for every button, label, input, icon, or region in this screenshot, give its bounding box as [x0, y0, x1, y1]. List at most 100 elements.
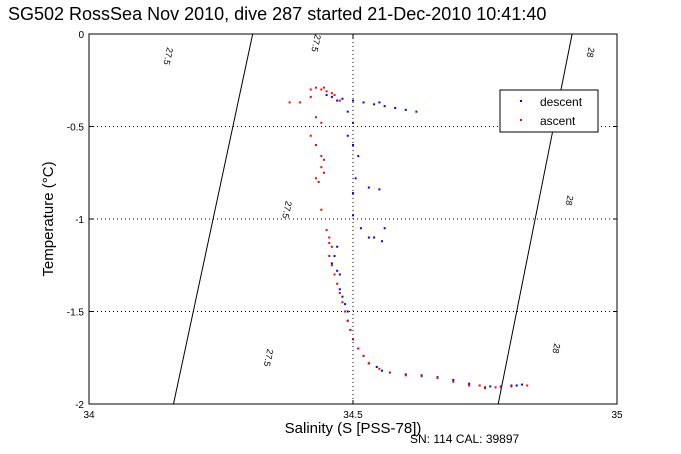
data-point-ascent — [320, 166, 323, 169]
data-point-descent — [346, 110, 349, 113]
data-point-ascent — [452, 380, 455, 383]
data-point-ascent — [315, 116, 318, 119]
data-point-descent — [336, 99, 339, 102]
y-axis-label: Temperature (°C) — [40, 161, 57, 276]
legend-box — [499, 89, 599, 133]
points-layer — [288, 86, 529, 390]
data-point-ascent — [320, 208, 323, 211]
data-point-descent — [383, 105, 386, 108]
data-point-ascent — [288, 101, 291, 104]
data-point-ascent — [309, 95, 312, 98]
data-point-descent — [336, 245, 339, 248]
isopycnal-label-bg — [563, 191, 576, 210]
data-point-ascent — [309, 88, 312, 91]
data-point-descent — [367, 186, 370, 189]
data-point-descent — [520, 383, 523, 386]
legend-label-ascent: ascent — [540, 114, 576, 128]
data-point-ascent — [510, 385, 513, 388]
data-point-descent — [373, 103, 376, 106]
data-point-ascent — [330, 264, 333, 267]
isopycnal-label: 28 — [585, 47, 597, 59]
chart-title: SG502 RossSea Nov 2010, dive 287 started… — [8, 4, 546, 24]
data-point-descent — [338, 288, 341, 291]
data-point-ascent — [336, 282, 339, 285]
data-point-ascent — [526, 384, 529, 387]
isopycnal-label: 27.5 — [262, 348, 275, 367]
data-point-ascent — [320, 155, 323, 158]
data-point-ascent — [352, 338, 354, 341]
data-point-ascent — [468, 384, 471, 387]
y-tick-label: -1.5 — [67, 308, 85, 319]
x-tick-label: 35 — [611, 410, 623, 421]
x-tick-label: 34 — [83, 410, 95, 421]
data-point-descent — [415, 110, 418, 113]
isopycnal-label-bg — [309, 34, 323, 53]
data-point-descent — [367, 236, 370, 239]
isopycnal-line — [172, 33, 254, 405]
isopycnal-label-bg — [549, 339, 563, 358]
data-point-ascent — [404, 374, 407, 377]
data-point-ascent — [349, 329, 352, 331]
data-point-ascent — [420, 375, 423, 378]
data-point-descent — [352, 192, 354, 195]
data-point-descent — [468, 382, 471, 385]
data-point-ascent — [309, 134, 312, 137]
isopycnal-label: 28 — [564, 195, 576, 207]
data-point-descent — [330, 95, 333, 98]
isopycnal-label: 27.5 — [280, 200, 293, 219]
data-point-descent — [344, 303, 347, 306]
legend: descent ascent — [499, 89, 599, 133]
legend-label-descent: descent — [540, 95, 583, 109]
isopycnal-label: 28 — [550, 343, 562, 355]
isopycnal-label: 27.5 — [161, 47, 174, 66]
tick-layer: 34 34.5 35 0 -0.5 -1 -1.5 -2 — [67, 30, 623, 421]
isopycnal-label-bg — [280, 200, 294, 219]
data-point-ascent — [328, 242, 331, 245]
data-point-descent — [404, 108, 407, 111]
data-point-ascent — [330, 245, 333, 248]
y-tick-label: -0.5 — [67, 123, 85, 134]
isopycnal-label-bg — [261, 348, 276, 367]
data-point-ascent — [325, 229, 328, 232]
data-point-descent — [346, 310, 349, 313]
data-point-descent — [394, 107, 397, 109]
data-point-ascent — [362, 354, 365, 357]
data-point-ascent — [338, 292, 341, 294]
isopycnal-label-bg — [161, 47, 175, 66]
data-point-descent — [375, 366, 378, 368]
data-point-ascent — [317, 181, 320, 183]
data-point-descent — [325, 94, 328, 97]
data-point-ascent — [436, 377, 439, 380]
y-tick-label: 0 — [78, 30, 84, 41]
data-point-descent — [341, 97, 344, 100]
data-point-ascent — [320, 121, 323, 124]
data-point-ascent — [315, 144, 318, 146]
data-point-ascent — [322, 158, 325, 161]
x-axis-label: Salinity (S [PSS-78]) — [285, 420, 422, 437]
data-point-descent — [354, 177, 357, 180]
data-point-descent — [515, 384, 518, 387]
data-point-ascent — [346, 319, 349, 322]
data-point-descent — [383, 227, 386, 230]
data-point-descent — [452, 378, 455, 381]
data-point-descent — [378, 101, 381, 104]
data-point-descent — [362, 101, 365, 104]
legend-marker-descent — [520, 100, 522, 102]
data-point-ascent — [338, 99, 341, 102]
data-point-descent — [381, 240, 384, 243]
data-point-ascent — [322, 86, 325, 89]
data-point-descent — [359, 227, 362, 230]
data-point-descent — [352, 144, 354, 146]
data-point-ascent — [367, 362, 370, 365]
serial-cal-label: SN: 114 CAL: 39897 — [410, 432, 520, 446]
data-point-ascent — [388, 371, 391, 374]
data-point-ascent — [478, 384, 481, 387]
data-point-ascent — [299, 101, 302, 104]
x-tick-label: 34.5 — [343, 410, 363, 421]
legend-marker-ascent — [520, 119, 522, 121]
data-point-ascent — [325, 90, 328, 93]
data-point-ascent — [333, 273, 336, 276]
y-tick-label: -1 — [75, 215, 84, 226]
data-point-ascent — [315, 86, 318, 89]
